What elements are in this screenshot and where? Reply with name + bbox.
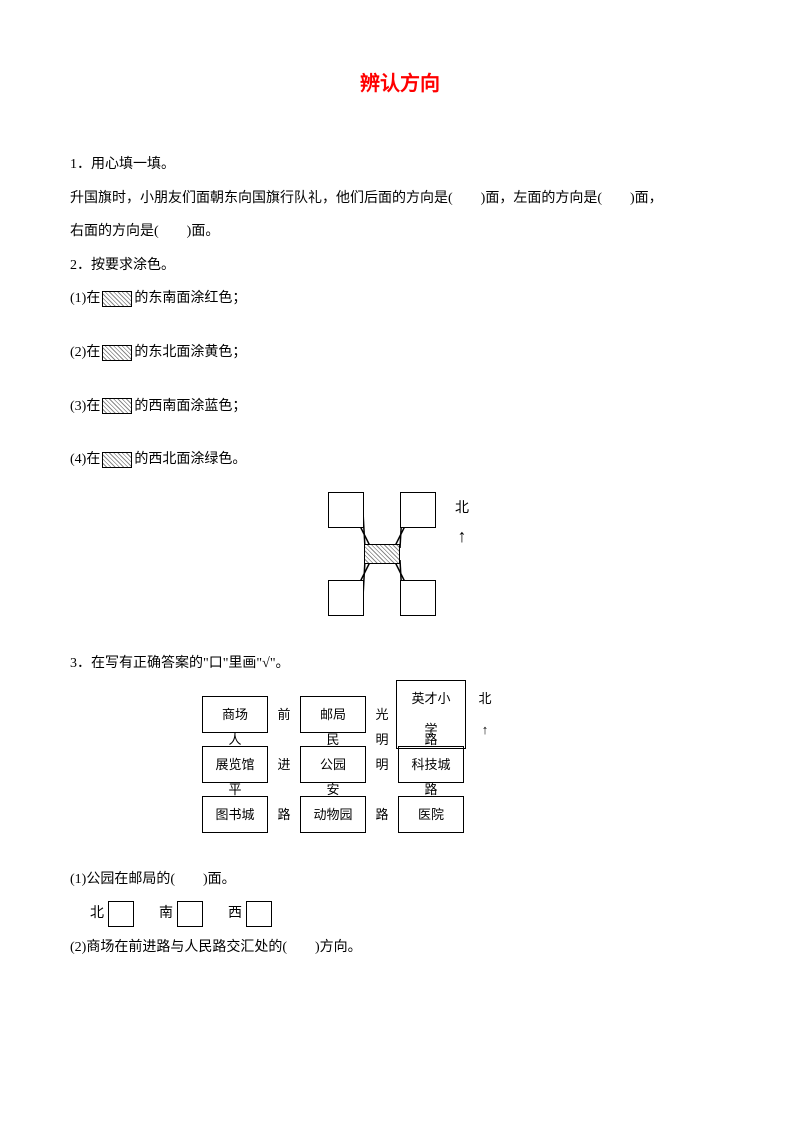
q2-item-2: (2)在 的东北面涂黄色； [70, 336, 730, 370]
q1-text-a: 升国旗时，小朋友们面朝东向国旗行队礼，他们后面的方向是( )面，左面的方向是( … [70, 182, 730, 216]
hatched-box-icon [102, 345, 132, 361]
map-text: 路 [375, 799, 388, 830]
q2-item-3: (3)在 的西南面涂蓝色； [70, 390, 730, 424]
q2-item-3-prefix: (3)在 [70, 399, 100, 414]
page-title: 辨认方向 [70, 60, 730, 108]
north-label: 北 [455, 501, 469, 516]
corner-box-br [400, 580, 436, 616]
q2-item-4: (4)在 的西北面涂绿色。 [70, 443, 730, 477]
north-indicator-2: 北↑ [478, 683, 491, 745]
hatched-box-icon [102, 452, 132, 468]
checkbox[interactable] [177, 901, 203, 927]
option-label: 北 [90, 906, 104, 921]
q3-options-1: 北 南 西 [90, 897, 730, 931]
corner-box-tr [400, 492, 436, 528]
worksheet-page: 辨认方向 1．用心填一填。 升国旗时，小朋友们面朝东向国旗行队礼，他们后面的方向… [0, 0, 800, 1004]
north-indicator: 北 ↑ [455, 492, 469, 546]
q2-item-1: (1)在 的东南面涂红色； [70, 282, 730, 316]
north-label-2: 北 [478, 691, 491, 706]
q2-item-4-prefix: (4)在 [70, 452, 100, 467]
q3-sub2: (2)商场在前进路与人民路交汇处的( )方向。 [70, 931, 730, 965]
option-label: 南 [159, 906, 173, 921]
corner-box-tl [328, 492, 364, 528]
map-text: 前 [277, 699, 290, 730]
arrow-up-icon: ↑ [482, 722, 489, 737]
q2-item-3-suffix: 的西南面涂蓝色； [134, 399, 246, 414]
arrow-up-icon: ↑ [455, 527, 469, 545]
checkbox[interactable] [246, 901, 272, 927]
q1-text-b: 右面的方向是( )面。 [70, 215, 730, 249]
q2-item-1-prefix: (1)在 [70, 291, 100, 306]
hatched-box-icon [102, 291, 132, 307]
map-text: 明 [375, 749, 388, 780]
option-label: 西 [228, 906, 242, 921]
q2-item-2-suffix: 的东北面涂黄色； [134, 345, 246, 360]
q1-number: 1．用心填一填。 [70, 148, 730, 182]
map-text: 进 [277, 749, 290, 780]
q3-number: 3．在写有正确答案的"口"里画"√"。 [70, 647, 730, 681]
checkbox[interactable] [108, 901, 134, 927]
direction-diagram: 北 ↑ [310, 492, 490, 622]
map-box: 动物园 [300, 796, 366, 833]
q2-item-2-prefix: (2)在 [70, 345, 100, 360]
map-box: 图书城 [202, 796, 268, 833]
q3-sub1: (1)公园在邮局的( )面。 [70, 863, 730, 897]
hatched-box-icon [102, 398, 132, 414]
q2-number: 2．按要求涂色。 [70, 249, 730, 283]
center-hatched-box [364, 544, 400, 564]
map-box: 医院 [398, 796, 464, 833]
q2-item-1-suffix: 的东南面涂红色； [134, 291, 246, 306]
map-diagram: 商场 前 邮局 光 英才小学 北↑ 人 民 明 路 展览馆 进 公园 明 科技城… [200, 700, 600, 828]
corner-box-bl [328, 580, 364, 616]
map-text: 路 [277, 799, 290, 830]
q2-item-4-suffix: 的西北面涂绿色。 [134, 452, 246, 467]
